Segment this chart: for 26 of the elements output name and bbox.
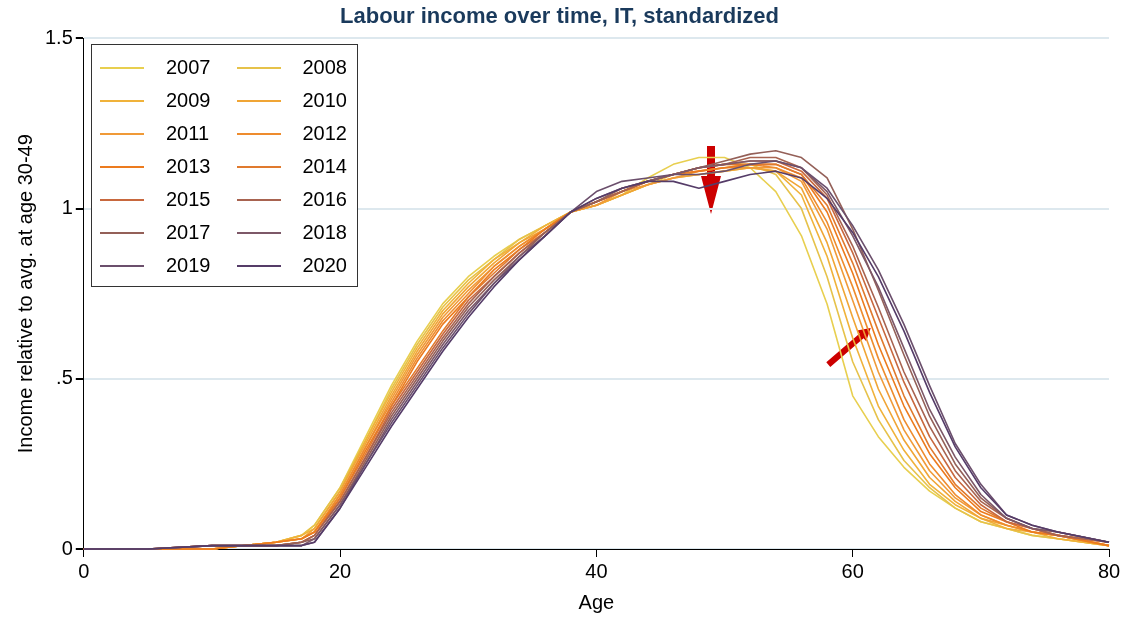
x-tick-label: 40: [585, 559, 608, 582]
x-tick-label: 0: [78, 559, 90, 582]
y-tick-label: 1.5: [44, 25, 73, 48]
legend-label: 2014: [302, 155, 347, 178]
legend-label: 2008: [302, 56, 347, 79]
x-tick-label: 20: [328, 559, 352, 582]
legend-label: 2019: [166, 254, 211, 277]
legend-label: 2017: [166, 221, 211, 244]
legend-label: 2018: [302, 221, 347, 244]
legend-label: 2015: [166, 188, 211, 211]
legend-label: 2011: [166, 122, 210, 145]
legend-label: 2016: [302, 188, 347, 211]
legend-label: 2007: [166, 56, 211, 79]
legend-label: 2009: [166, 89, 211, 112]
chart-title: Labour income over time, IT, standardized: [340, 3, 779, 29]
legend-label: 2010: [302, 89, 347, 112]
x-axis-title: Age: [578, 590, 615, 613]
y-tick-label: 0: [61, 536, 73, 559]
legend-label: 2020: [302, 254, 347, 277]
legend-label: 2012: [302, 122, 347, 145]
legend-label: 2013: [166, 155, 211, 178]
x-tick-label: 60: [841, 559, 864, 582]
y-tick-label: 1: [61, 196, 73, 219]
y-tick-label: .5: [56, 366, 73, 389]
x-tick-label: 80: [1097, 559, 1121, 582]
y-axis-title: Income relative to avg. at age 30-49: [13, 134, 36, 454]
